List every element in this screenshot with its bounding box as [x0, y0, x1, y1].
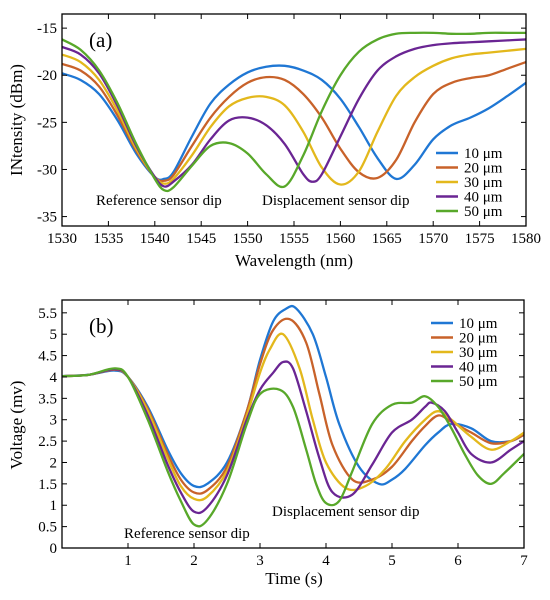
panel-a-x-tick-label: 1540: [140, 231, 170, 247]
panel-b-series-line-1: [62, 304, 524, 489]
panel-a-ticks: 1530 1535 1540 1545 1550 1555 1560 1565 1570 1575…: [37, 14, 541, 247]
panel-a-series-group: [62, 31, 526, 193]
panel-a-y-tick-label: -20: [37, 68, 57, 84]
panel-b-y-tick-label: 0: [50, 541, 58, 557]
panel-b-y-tick-label: 5: [50, 327, 58, 343]
panel-a-x-tick-label: 1570: [418, 231, 448, 247]
panel-a-legend-label-5: 50 μm: [464, 204, 503, 220]
panel-b-annotation-1: Reference sensor dip: [124, 526, 250, 542]
panel-a-x-tick-label: 1530: [47, 231, 77, 247]
panel-b-legend-label-3: 30 μm: [459, 345, 498, 361]
panel-b-legend-label-2: 20 μm: [459, 331, 498, 347]
panel-a-x-tick-label: 1545: [186, 231, 216, 247]
panel-b-series-group: [62, 304, 524, 528]
panel-a-y-axis-label: INtensity (dBm): [7, 64, 26, 176]
panel-a-y-tick-label: -35: [37, 210, 57, 226]
panel-a-x-tick-label: 1575: [465, 231, 495, 247]
panel-a-y-tick-label: -15: [37, 21, 57, 37]
panel-b-y-tick-label: 2: [50, 455, 58, 471]
panel-b-y-tick-label: 1: [50, 498, 58, 514]
panel-b-x-tick-label: 6: [454, 553, 462, 569]
panel-b-legend-label-4: 40 μm: [459, 360, 498, 376]
panel-a-legend-label-4: 40 μm: [464, 190, 503, 206]
panel-b-series-line-5: [62, 367, 524, 528]
panel-b-series-line-3: [62, 332, 524, 502]
panel-b-label: (b): [89, 314, 114, 338]
panel-b-annotation-2: Displacement sensor dip: [272, 504, 419, 520]
panel-b-y-tick-label: 4: [50, 370, 58, 386]
panel-b-x-tick-label: 3: [256, 553, 264, 569]
panel-b-x-tick-label: 5: [388, 553, 396, 569]
panel-a-annotation-2: Displacement sensor dip: [262, 193, 409, 209]
panel-a-annotations: Reference sensor dip Displacement sensor …: [96, 193, 409, 209]
panel-a-legend-label-1: 10 μm: [464, 146, 503, 162]
panel-a-x-tick-label: 1580: [511, 231, 541, 247]
panel-b-y-tick-label: 5.5: [38, 306, 57, 322]
panel-a-label: (a): [89, 28, 112, 52]
panel-a-y-tick-label: -25: [37, 115, 57, 131]
panel-b-y-axis-label: Voltage (mv): [7, 381, 26, 470]
panel-b-y-tick-label: 1.5: [38, 477, 57, 493]
panel-b-annotations: Reference sensor dip Displacement sensor …: [124, 504, 419, 542]
panel-a: 1530 1535 1540 1545 1550 1555 1560 1565 1570 1575…: [7, 13, 541, 270]
panel-b-x-tick-label: 2: [190, 553, 198, 569]
panel-b-y-tick-label: 2.5: [38, 434, 57, 450]
panel-a-x-tick-label: 1555: [279, 231, 309, 247]
panel-b-x-axis-label: Time (s): [265, 569, 322, 588]
panel-b-ticks: 1 2 3 4 5 6 7 0 0.5 1 1.5 2 2.5 3 3.5 4 4.5 5 5.5: [38, 300, 528, 569]
panel-a-x-tick-label: 1565: [372, 231, 402, 247]
panel-a-legend-label-3: 30 μm: [464, 175, 503, 191]
panel-b-legend-label-5: 50 μm: [459, 374, 498, 390]
panel-a-annotation-1: Reference sensor dip: [96, 193, 222, 209]
panel-b-frame: [61, 299, 525, 549]
panel-a-x-axis-label: Wavelength (nm): [235, 251, 353, 270]
panel-a-x-tick-label: 1550: [233, 231, 263, 247]
panel-b-y-tick-label: 4.5: [38, 349, 57, 365]
panel-b-legend-label-1: 10 μm: [459, 316, 498, 332]
panel-a-legend-label-2: 20 μm: [464, 161, 503, 177]
panel-b-x-tick-label: 1: [124, 553, 132, 569]
panel-b-series-line-4: [62, 360, 524, 515]
panel-b-x-tick-label: 7: [520, 553, 528, 569]
panel-a-x-tick-label: 1560: [325, 231, 355, 247]
panel-a-y-tick-label: -30: [37, 162, 57, 178]
panel-b: 1 2 3 4 5 6 7 0 0.5 1 1.5 2 2.5 3 3.5 4 4.5 5 5.5 (b) Time…: [7, 299, 528, 588]
panel-a-x-tick-label: 1535: [93, 231, 123, 247]
panel-b-x-tick-label: 4: [322, 553, 330, 569]
panel-b-y-tick-label: 3.5: [38, 391, 57, 407]
panel-b-y-tick-label: 0.5: [38, 520, 57, 536]
panel-a-series-line-5: [62, 31, 526, 193]
panel-b-y-tick-label: 3: [50, 413, 58, 429]
